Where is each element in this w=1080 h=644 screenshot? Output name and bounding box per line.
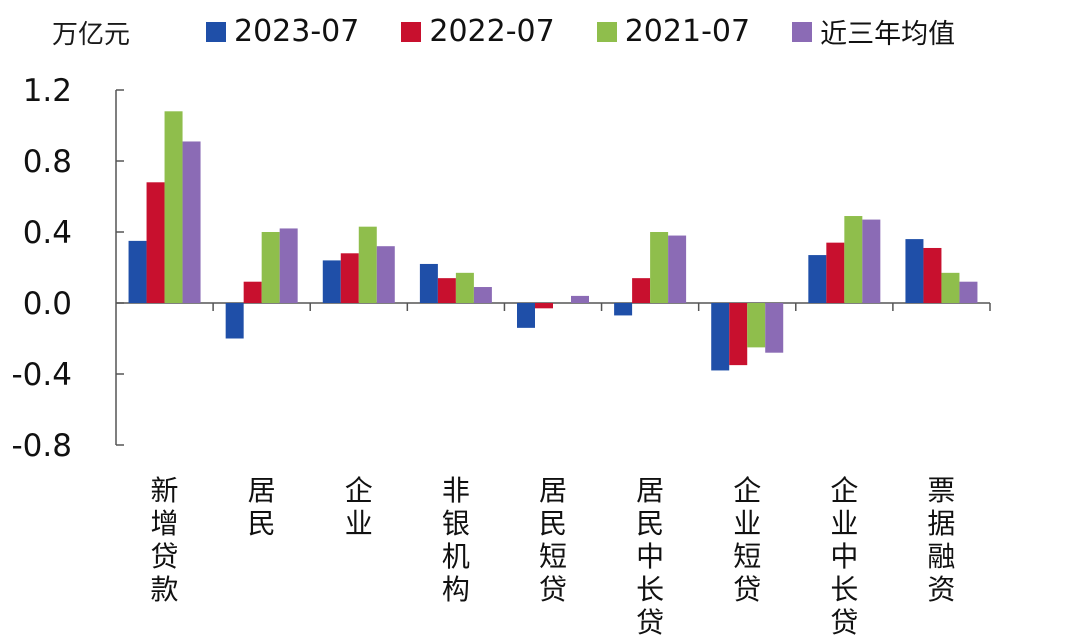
bar-2023-07-票据融资 [905,239,924,303]
legend-label-2022-07: 2022-07 [429,14,555,49]
bar-近三年均值-企业短贷 [765,303,784,353]
bar-近三年均值-居民中长贷 [668,235,687,303]
legend-item-2023-07: 2023-07 [206,14,359,49]
bar-近三年均值-企业 [376,246,395,303]
bar-2023-07-居民中长贷 [614,303,633,316]
x-category-label: 新增贷款 [151,474,179,606]
bar-2022-07-票据融资 [923,247,942,303]
bar-2022-07-企业短贷 [729,303,748,366]
bar-2022-07-居民中长贷 [632,278,651,303]
bar-2021-07-票据融资 [941,272,960,303]
x-category-label: 居民 [248,474,276,540]
legend-item-2022-07: 2022-07 [401,14,555,49]
bar-2022-07-居民短贷 [535,303,553,309]
bar-2021-07-新增贷款 [164,111,183,303]
bar-2021-07-企业中长贷 [844,216,863,303]
bar-近三年均值-新增贷款 [182,141,201,303]
bar-2023-07-居民短贷 [517,303,535,328]
x-category-label: 企业 [345,474,373,540]
bar-近三年均值-票据融资 [959,281,978,303]
bar-2021-07-企业短贷 [747,303,766,348]
bar-2021-07-非银机构 [455,272,474,303]
bar-2022-07-企业中长贷 [826,242,845,303]
bar-近三年均值-企业中长贷 [862,219,881,303]
x-category-label: 居民中长贷 [636,474,664,639]
bar-2022-07-居民 [243,281,262,303]
y-tick-label: 1.2 [23,73,72,109]
bar-2022-07-企业 [340,253,359,303]
y-tick-label: 0.4 [23,215,72,251]
y-tick-label: -0.8 [12,428,73,464]
x-category-label: 企业中长贷 [830,474,858,639]
legend-label-2021-07: 2021-07 [624,14,751,49]
bar-2023-07-企业短贷 [711,303,730,371]
bar-近三年均值-居民短贷 [571,295,589,303]
bar-近三年均值-非银机构 [473,287,492,303]
legend-label-three-year-average: 近三年均值 [820,19,956,50]
bar-2023-07-企业中长贷 [808,255,827,303]
x-category-label: 票据融资 [927,474,955,606]
bar-2021-07-企业 [358,226,377,303]
bar-2021-07-居民 [261,232,280,303]
y-tick-label: 0.8 [23,144,72,180]
legend-item-three-year-average: 近三年均值 [792,12,955,51]
legend-swatch-three-year-average [792,21,813,42]
bar-2023-07-居民 [225,303,244,339]
bar-2023-07-新增贷款 [128,240,147,303]
x-category-label: 非银机构 [442,474,470,606]
y-tick-label: -0.4 [12,357,73,393]
bar-2021-07-居民中长贷 [650,232,669,303]
x-category-label: 居民短贷 [539,474,567,606]
bar-2023-07-非银机构 [419,263,438,303]
x-category-label: 企业短贷 [733,474,761,606]
legend-label-2023-07: 2023-07 [234,14,360,49]
bar-2022-07-新增贷款 [146,182,165,303]
legend-swatch-2023-07 [206,21,226,42]
bar-2022-07-非银机构 [437,278,456,303]
legend-swatch-2022-07 [401,21,422,42]
legend-item-2021-07: 2021-07 [596,14,751,49]
y-tick-label: 0.0 [23,286,72,322]
bar-2023-07-企业 [322,260,341,303]
legend: 2023-07 2022-07 2021-07 近三年均值 [206,12,955,51]
bar-近三年均值-居民 [279,228,298,303]
y-axis-unit-label: 万亿元 [52,20,131,50]
legend-swatch-2021-07 [596,21,617,42]
